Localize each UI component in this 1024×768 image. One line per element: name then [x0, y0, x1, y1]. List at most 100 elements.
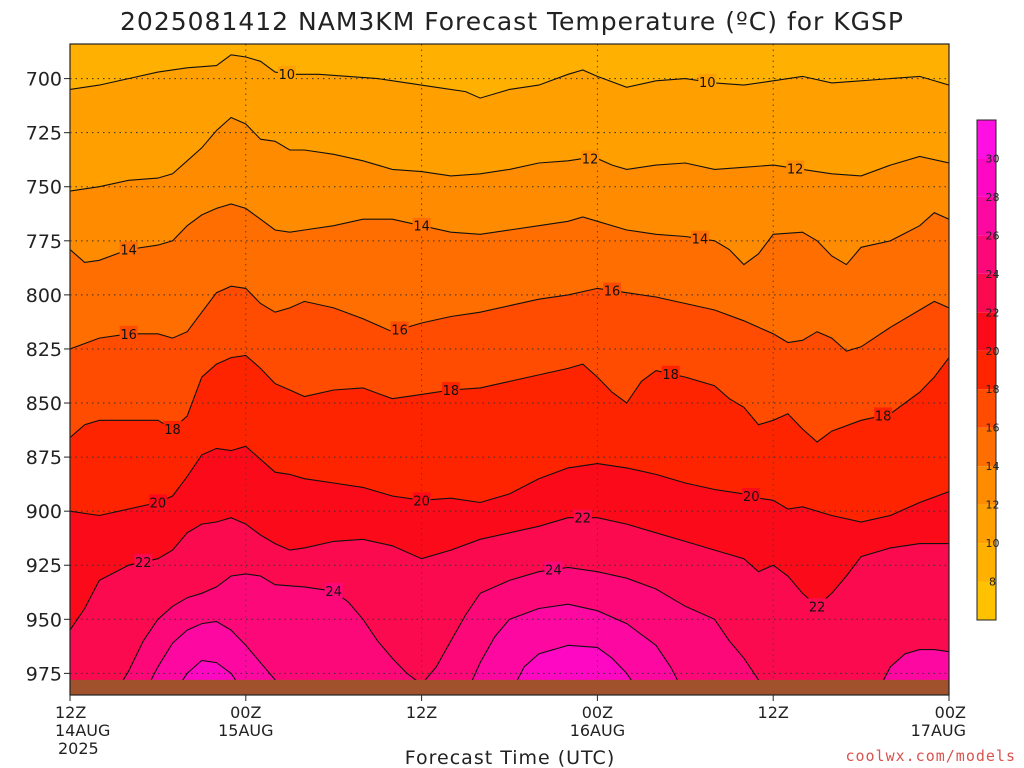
- contour-label-10-0: 10: [279, 68, 296, 83]
- contour-label-bg: [134, 553, 153, 569]
- contour-label-14-0: 14: [120, 243, 137, 258]
- y-tick-label-825: 825: [26, 339, 62, 361]
- y-tick-label-750: 750: [26, 177, 62, 199]
- grid-lines: [70, 44, 949, 695]
- colorbar-swatch-14: [977, 427, 996, 467]
- contour-label-18-3: 18: [875, 409, 892, 424]
- y-tick-label-725: 725: [26, 123, 62, 145]
- colorbar-swatch-10: [977, 504, 996, 544]
- colorbar-swatch-16: [977, 389, 996, 428]
- contour-line-10-0: [70, 54, 949, 99]
- contour-label-bg: [698, 73, 717, 89]
- y-tick-label-900: 900: [26, 501, 62, 523]
- contour-line-18-4: [70, 354, 949, 443]
- contour-line-22-6: [70, 517, 949, 631]
- colorbar: 8 10 12 14 16 18 20 22 24 26 28 30: [976, 119, 1000, 621]
- x-tick-label-4: 12Z: [758, 703, 789, 722]
- x-tick-year-0: 2025: [58, 739, 99, 758]
- contour-line-14-2: [70, 203, 949, 266]
- contour-label-18-0: 18: [164, 423, 181, 438]
- y-tick-label-925: 925: [26, 555, 62, 577]
- contour-label-16-0: 16: [120, 328, 137, 343]
- colorbar-label-26: 26: [986, 229, 1000, 242]
- temperature-fills: [70, 44, 949, 695]
- colorbar-label-12: 12: [986, 499, 1000, 512]
- colorbar-swatch-8: [977, 543, 996, 582]
- contour-line-28-12: [172, 659, 247, 695]
- contour-label-24-0: 24: [325, 585, 342, 600]
- contour-label-bg: [581, 150, 600, 166]
- colorbar-swatch-6: [977, 581, 996, 620]
- colorbar-label-22: 22: [986, 306, 1000, 319]
- y-tick-label-800: 800: [26, 285, 62, 307]
- contour-label-22-1: 22: [574, 512, 591, 527]
- contour-label-bg: [808, 598, 827, 614]
- colorbar-swatch-24: [977, 235, 996, 274]
- contour-label-bg: [786, 160, 805, 176]
- band-26: [143, 621, 290, 695]
- colorbar-label-28: 28: [986, 191, 1000, 204]
- contour-label-bg: [412, 217, 431, 233]
- x-tick-label-3: 00Z: [582, 703, 613, 722]
- x-tick-label-1: 00Z: [230, 703, 261, 722]
- contour-label-20-0: 20: [150, 497, 167, 512]
- contour-label-18-2: 18: [662, 368, 679, 383]
- contour-label-bg: [661, 365, 680, 381]
- colorbar-frame: [976, 119, 997, 621]
- y-tick-label-850: 850: [26, 393, 62, 415]
- contour-label-20-1: 20: [413, 494, 430, 509]
- contour-label-bg: [119, 241, 138, 257]
- contour-label-24-1: 24: [545, 564, 562, 579]
- chart-title: 2025081412 NAM3KM Forecast Temperature (…: [120, 7, 904, 36]
- y-tick-label-775: 775: [26, 231, 62, 253]
- plot-frame: [69, 43, 950, 696]
- colorbar-swatch-26: [977, 196, 996, 236]
- contour-label-20-2: 20: [743, 490, 760, 505]
- x-axis-label: Forecast Time (UTC): [405, 747, 615, 768]
- colorbar-swatch-30: [977, 120, 996, 159]
- x-tick-date-3: 16AUG: [570, 721, 625, 740]
- contour-line-28-11: [509, 644, 642, 695]
- y-tick-label-875: 875: [26, 447, 62, 469]
- contour-label-bg: [874, 407, 893, 423]
- contour-label-16-1: 16: [391, 323, 408, 338]
- x-tick-date-0: 14AUG: [55, 721, 110, 740]
- contour-line-20-5: [70, 445, 949, 523]
- contour-label-bg: [119, 325, 138, 341]
- colorbar-label-10: 10: [986, 537, 1000, 550]
- contour-label-bg: [544, 561, 563, 577]
- contour-label-22-2: 22: [809, 600, 826, 615]
- contour-label-14-1: 14: [413, 220, 430, 235]
- x-tick-date-1: 15AUG: [218, 721, 273, 740]
- contour-line-26-9: [465, 603, 686, 695]
- contour-label-bg: [603, 282, 622, 298]
- contour-label-12-0: 12: [582, 153, 599, 168]
- y-tick-label-950: 950: [26, 609, 62, 631]
- contour-line-26-8: [142, 620, 291, 695]
- isotherm-contours: 10 10 12 12 14 14 14 16 16 16 18 18 18 18 20 20 20 22 22 22…: [70, 54, 949, 695]
- source-credit: coolwx.com/models: [845, 747, 1016, 765]
- colorbar-label-14: 14: [986, 460, 1000, 473]
- colorbar-label-20: 20: [986, 345, 1000, 358]
- colorbar-label-24: 24: [986, 268, 1000, 281]
- contour-line-12-1: [70, 116, 949, 192]
- contour-line-26-10: [875, 649, 949, 695]
- contour-label-bg: [441, 382, 460, 398]
- contour-label-bg: [742, 488, 761, 504]
- contour-label-bg: [390, 321, 409, 337]
- colorbar-label-30: 30: [986, 152, 1000, 165]
- colorbar-swatch-20: [977, 312, 996, 351]
- y-axis: 700 725 750 775 800 825 850 875 900 925 950 975: [26, 69, 70, 685]
- ground-fill: [70, 679, 949, 695]
- contour-label-bg: [690, 230, 709, 246]
- colorbar-swatch-18: [977, 350, 996, 390]
- colorbar-swatch-22: [977, 273, 996, 313]
- colorbar-swatch-12: [977, 466, 996, 505]
- x-tick-date-5: 17AUG: [911, 721, 966, 740]
- contour-label-18-1: 18: [443, 384, 460, 399]
- contour-label-bg: [148, 494, 167, 510]
- y-tick-label-700: 700: [26, 69, 62, 91]
- y-tick-label-975: 975: [26, 663, 62, 685]
